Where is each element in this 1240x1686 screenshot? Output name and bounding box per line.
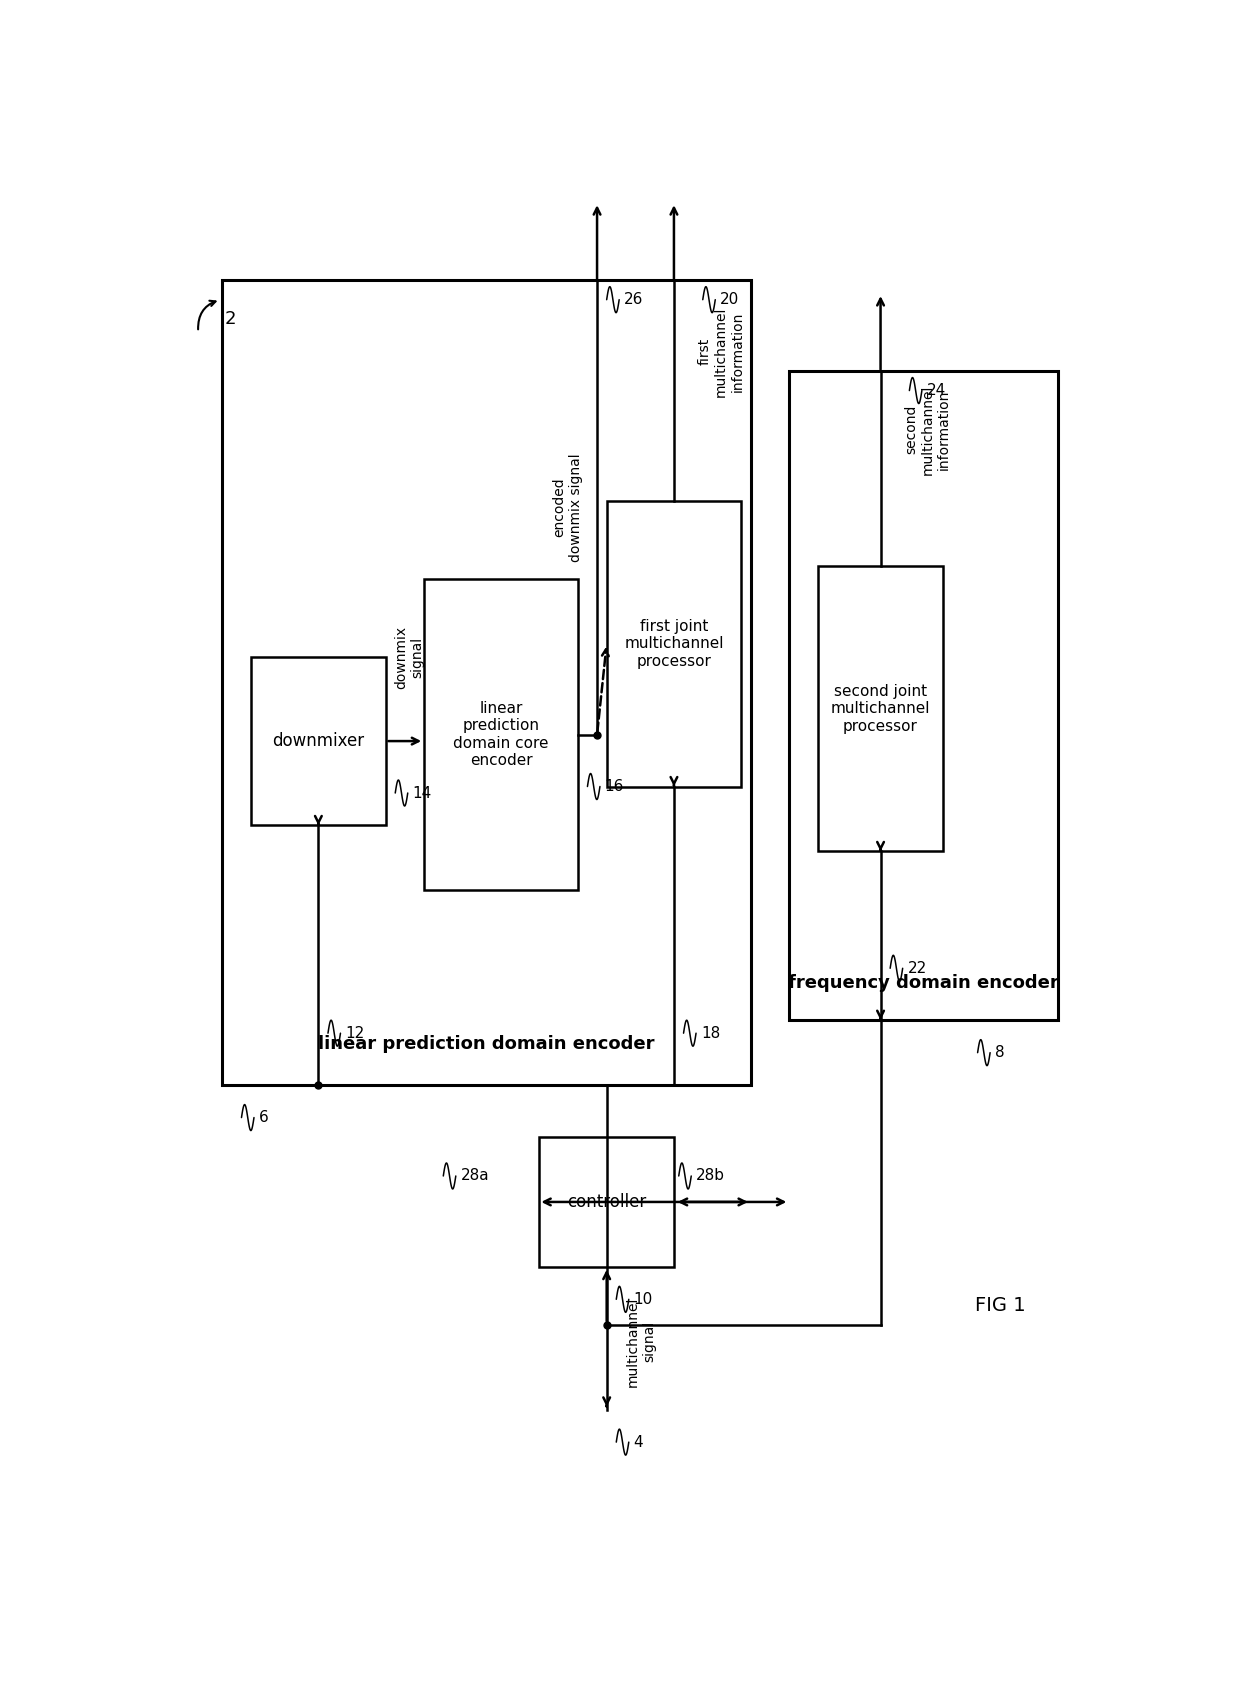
- Text: 22: 22: [908, 961, 926, 976]
- Text: 24: 24: [926, 383, 946, 398]
- Text: linear prediction domain encoder: linear prediction domain encoder: [319, 1035, 655, 1052]
- Bar: [222, 280, 751, 1086]
- Text: 18: 18: [701, 1025, 720, 1040]
- Text: 28a: 28a: [460, 1168, 490, 1184]
- Text: 12: 12: [345, 1025, 365, 1040]
- Text: multichannel
signal: multichannel signal: [626, 1297, 656, 1386]
- Text: 16: 16: [605, 779, 624, 794]
- Text: first joint
multichannel
processor: first joint multichannel processor: [624, 619, 724, 669]
- Text: second
multichannel
information: second multichannel information: [904, 384, 951, 475]
- Bar: [250, 656, 386, 826]
- Text: 2: 2: [224, 310, 236, 329]
- Text: first
multichannel
information: first multichannel information: [698, 307, 744, 396]
- Text: 10: 10: [634, 1291, 652, 1307]
- Text: 6: 6: [259, 1109, 269, 1125]
- Bar: [818, 566, 942, 851]
- Text: frequency domain encoder: frequency domain encoder: [789, 973, 1059, 991]
- Text: downmix
signal: downmix signal: [394, 626, 425, 690]
- Text: controller: controller: [567, 1194, 646, 1211]
- Text: downmixer: downmixer: [273, 732, 365, 750]
- Text: 20: 20: [720, 292, 739, 307]
- Text: encoded
downmix signal: encoded downmix signal: [553, 454, 583, 561]
- Bar: [606, 501, 742, 786]
- Bar: [789, 371, 1059, 1020]
- Text: second joint
multichannel
processor: second joint multichannel processor: [831, 685, 930, 733]
- Text: 4: 4: [634, 1435, 644, 1450]
- Text: 14: 14: [413, 786, 432, 801]
- Text: FIG 1: FIG 1: [976, 1297, 1025, 1315]
- Text: 8: 8: [994, 1045, 1004, 1060]
- Bar: [539, 1136, 675, 1266]
- Bar: [424, 578, 578, 890]
- Text: linear
prediction
domain core
encoder: linear prediction domain core encoder: [453, 701, 549, 769]
- Text: 28b: 28b: [696, 1168, 725, 1184]
- Text: 26: 26: [624, 292, 644, 307]
